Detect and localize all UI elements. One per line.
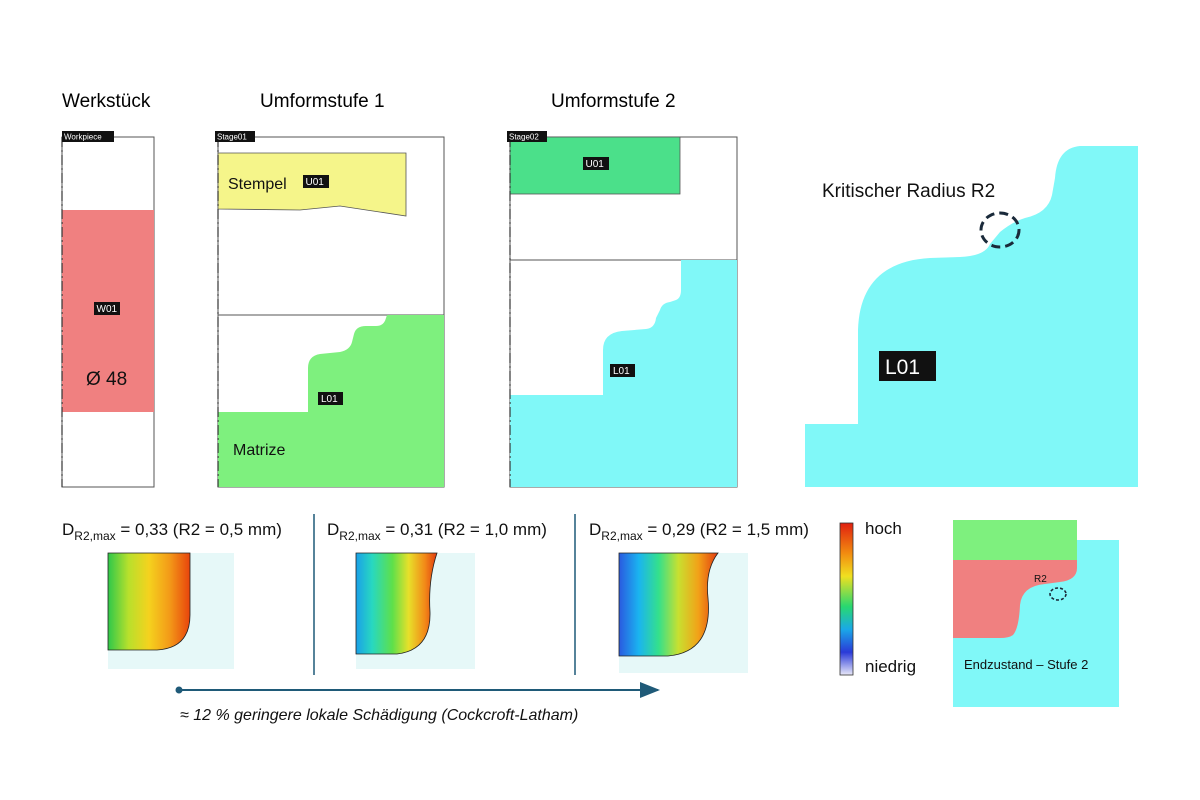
- final-state-r2-marker: [1049, 587, 1067, 601]
- stage2-panel: Stage02 U01 L01: [507, 131, 738, 488]
- damage-map-2: [355, 552, 438, 655]
- detail-die-shape: [805, 146, 1138, 487]
- workpiece-tag-bg: [62, 131, 114, 142]
- final-state-workpiece: [953, 560, 1077, 638]
- damage-text-1: = 0,33 (R2 = 0,5 mm): [116, 520, 282, 539]
- damage-text-2: = 0,31 (R2 = 1,0 mm): [381, 520, 547, 539]
- stage1-punch-name: Stempel: [228, 176, 287, 193]
- detail-panel: Kritischer Radius R2 L01: [805, 146, 1138, 487]
- damage-prefix-2: D: [327, 520, 339, 539]
- stage1-tag-bg: [215, 131, 255, 142]
- final-state-thumbnail: R2 Endzustand – Stufe 2: [953, 520, 1119, 707]
- stage2-die-label: L01: [613, 366, 630, 377]
- stage1-die-name: Matrize: [233, 442, 286, 459]
- stage2-punch-label-bg: [583, 157, 609, 170]
- damage-label-2: DR2,max = 0,31 (R2 = 1,0 mm): [327, 520, 547, 543]
- damage-text-3: = 0,29 (R2 = 1,5 mm): [643, 520, 809, 539]
- colorbar-gradient: [839, 522, 854, 676]
- trend-arrow-start: [175, 686, 183, 694]
- damage-map-1: [107, 552, 191, 651]
- damage-sub-3: R2,max: [601, 529, 642, 543]
- workpiece-diameter: Ø 48: [86, 369, 127, 390]
- final-state-punch: [953, 520, 1077, 560]
- damage-map-3: [618, 552, 719, 657]
- stage1-punch-label-bg: [303, 175, 329, 188]
- stage1-panel: Stage01 Stempel U01 L01 Matrize: [215, 131, 445, 488]
- heading-workpiece: Werkstück: [62, 91, 151, 112]
- damage-sub-2: R2,max: [339, 529, 380, 543]
- workpiece-label-bg: [94, 302, 120, 315]
- stage2-punch: [509, 136, 681, 195]
- colorbar-high: hoch: [865, 519, 902, 538]
- critical-radius-marker: [979, 211, 1021, 249]
- detail-label-bg: [879, 351, 936, 381]
- stage2-tag-bg: [507, 131, 547, 142]
- stage1-tag: Stage01: [217, 133, 247, 142]
- workpiece-panel: Workpiece W01 Ø 48: [61, 131, 155, 488]
- final-state-r2: R2: [1034, 574, 1047, 585]
- colorbar-low: niedrig: [865, 657, 916, 676]
- final-state-caption: Endzustand – Stufe 2: [964, 657, 1088, 672]
- damage-prefix-3: D: [589, 520, 601, 539]
- heading-stage1: Umformstufe 1: [260, 91, 385, 112]
- detail-annotation: Kritischer Radius R2: [822, 181, 995, 202]
- colorbar: hoch niedrig: [839, 519, 916, 676]
- workpiece-label: W01: [97, 304, 118, 315]
- stage2-tag: Stage02: [509, 133, 539, 142]
- detail-label: L01: [885, 356, 920, 379]
- damage-sub-1: R2,max: [74, 529, 115, 543]
- damage-label-3: DR2,max = 0,29 (R2 = 1,5 mm): [589, 520, 809, 543]
- damage-prefix-1: D: [62, 520, 74, 539]
- stage2-punch-label: U01: [586, 159, 605, 170]
- stage1-die-label-bg: [318, 392, 343, 405]
- workpiece-tag: Workpiece: [64, 133, 102, 142]
- arrow-caption: ≈ 12 % geringere lokale Schädigung (Cock…: [180, 707, 578, 724]
- stage2-die-label-bg: [610, 364, 635, 377]
- stage1-punch-label: U01: [306, 177, 325, 188]
- heading-stage2: Umformstufe 2: [551, 91, 676, 112]
- damage-label-1: DR2,max = 0,33 (R2 = 0,5 mm): [62, 520, 282, 543]
- stage1-die-label: L01: [321, 394, 338, 405]
- damage-row: DR2,max = 0,33 (R2 = 0,5 mm) DR2,max = 0…: [62, 514, 809, 724]
